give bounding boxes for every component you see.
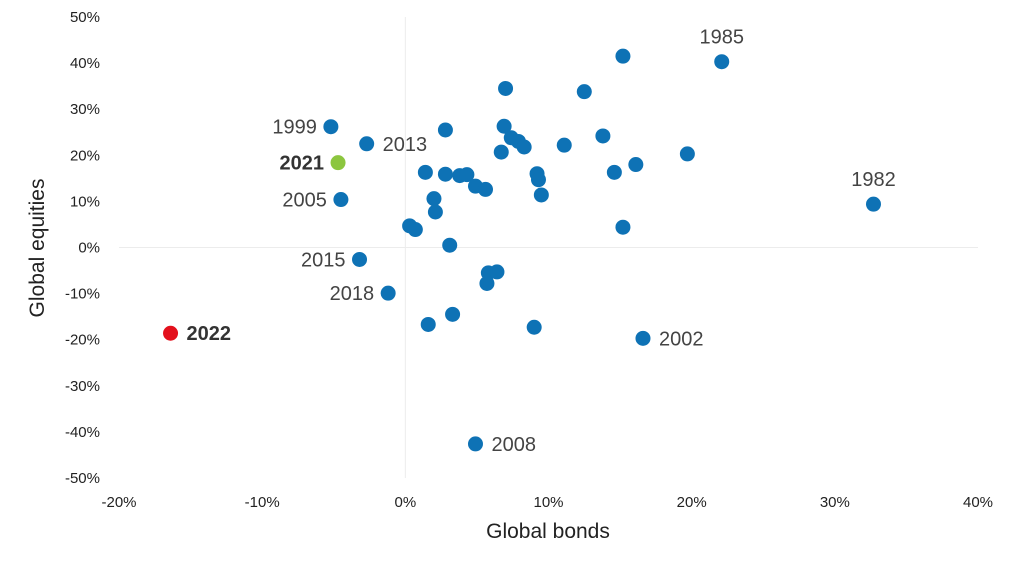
data-point [417,164,433,180]
data-point [679,146,695,162]
x-tick-label: 20% [677,494,707,511]
data-point [530,172,546,188]
data-point [496,118,512,134]
y-tick-label: 20% [70,147,100,164]
point-2002 [635,330,651,346]
plot-area: -20% -10% 0% 10% 20% 30% 40% -50%-40%-30%-20%-… [65,9,993,511]
label-1999: 1999 [272,117,317,139]
y-tick-label: 0% [78,240,100,257]
point-1982 [865,196,881,212]
y-tick-label: -50% [65,470,100,487]
data-point [498,80,514,96]
y-axis-title: Global equities [26,179,49,318]
data-point [437,166,453,182]
y-tick-label: -40% [65,424,100,441]
x-tick-label: 30% [820,494,850,511]
data-point [420,316,436,332]
point-2018 [380,285,396,301]
label-2018: 2018 [330,283,375,305]
point-2005 [333,192,349,208]
data-point [479,275,495,291]
point-1985 [714,54,730,70]
data-point [493,144,509,160]
data-point [628,157,644,173]
label-2005: 2005 [282,190,327,212]
data-point [459,167,475,183]
label-2008: 2008 [491,434,536,456]
data-point [489,264,505,280]
y-tick-label: -10% [65,286,100,303]
y-tick-label: 30% [70,101,100,118]
point-2022 [163,325,179,341]
label-2021: 2021 [280,153,325,175]
data-point [533,187,549,203]
label-1982: 1982 [851,169,896,191]
label-2002: 2002 [659,328,704,350]
data-point [606,164,622,180]
x-tick-label: -10% [245,494,280,511]
y-tick-label: -30% [65,378,100,395]
y-tick-label: 10% [70,193,100,210]
point-2013 [359,136,375,152]
data-point [526,319,542,335]
y-axis-ticks: -50% -40% -30% -20% -10% 0% 10% 20% 30% 40% 50% [65,9,100,487]
label-1985: 1985 [699,27,744,49]
data-point [427,204,443,220]
data-point [615,48,631,64]
point-labels: 1985 1999 2013 2021 2005 1982 2015 2018 2002 2022… [187,27,896,456]
data-point [442,237,458,253]
y-tick-label: 50% [70,9,100,26]
point-2008 [467,436,483,452]
x-tick-label: -20% [101,494,136,511]
x-tick-label: 10% [533,494,563,511]
data-point [516,139,532,155]
data-point [445,306,461,322]
label-2015: 2015 [301,249,346,271]
y-tick-label: 40% [70,55,100,72]
data-point [595,128,611,144]
label-2022: 2022 [187,323,232,345]
x-tick-label: 40% [963,494,993,511]
data-point [478,181,494,197]
data-points [163,48,881,452]
y-tick-label: -20% [65,332,100,349]
data-point [576,84,592,100]
data-point [556,137,572,153]
data-point [407,222,423,238]
data-point [615,219,631,235]
point-2021 [330,155,346,171]
point-2015 [352,251,368,267]
point-1999 [323,119,339,135]
x-axis-ticks: -20% -10% 0% 10% 20% 30% 40% [101,494,993,511]
label-2013: 2013 [383,134,428,156]
data-point [437,122,453,138]
x-axis-title: Global bonds [486,520,610,543]
x-tick-label: 0% [394,494,416,511]
data-point [426,191,442,207]
